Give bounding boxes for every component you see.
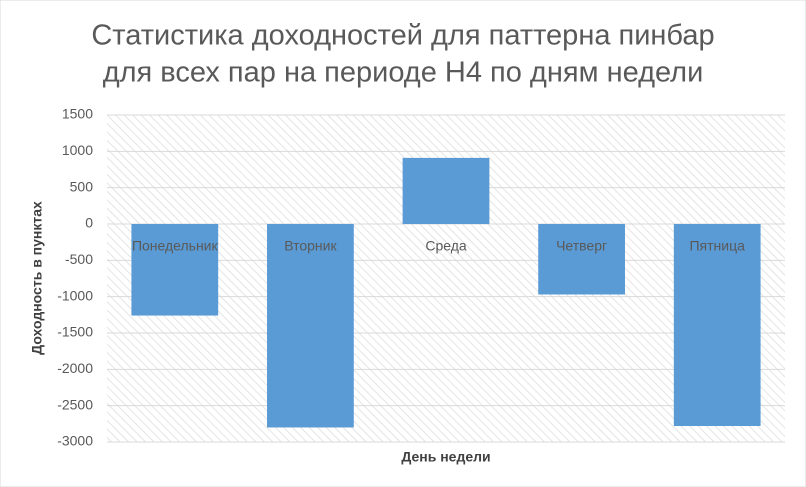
y-tick-label: -1500 <box>57 324 93 340</box>
y-axis-title: Доходность в пунктах <box>29 201 45 355</box>
x-tick-label: Четверг <box>556 238 607 254</box>
y-tick-label: -2000 <box>57 360 93 376</box>
y-tick-label: 500 <box>70 178 94 194</box>
x-tick-label: Среда <box>425 238 467 254</box>
bar <box>131 224 219 316</box>
y-tick-label: 1000 <box>62 142 93 158</box>
chart-title: Статистика доходностей для паттерна пинб… <box>91 20 714 52</box>
y-tick-label: -500 <box>65 251 93 267</box>
bar <box>538 224 625 295</box>
y-tick-label: 0 <box>85 215 93 231</box>
y-tick-label: -3000 <box>57 433 93 449</box>
x-tick-label: Понедельник <box>132 238 219 254</box>
bar <box>267 224 354 428</box>
y-tick-label: -2500 <box>57 396 93 412</box>
x-axis-title: День недели <box>401 449 490 465</box>
y-tick-label: 1500 <box>62 106 93 122</box>
chart-title: для всех пар на периоде H4 по дням недел… <box>103 57 704 89</box>
x-tick-label: Вторник <box>284 238 337 254</box>
x-tick-label: Пятница <box>689 238 745 254</box>
bar <box>402 157 490 224</box>
y-tick-label: -1000 <box>57 287 93 303</box>
bar <box>673 224 761 427</box>
